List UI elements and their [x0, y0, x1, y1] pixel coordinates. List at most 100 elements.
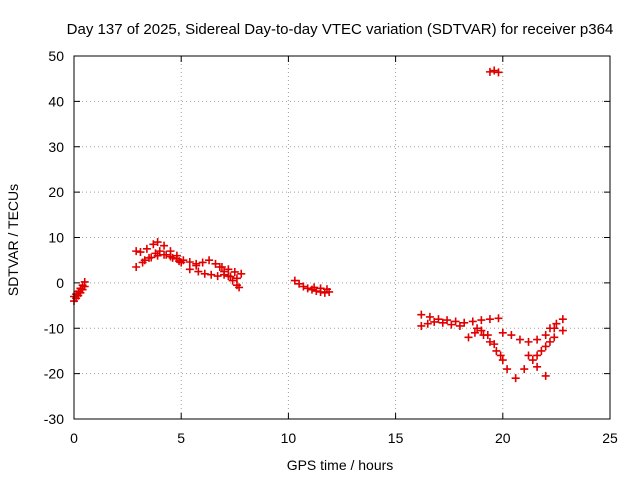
data-point [228, 276, 237, 285]
y-tick-label: 0 [56, 275, 64, 291]
series-track-t [485, 66, 503, 77]
data-point [299, 282, 308, 291]
data-point [477, 316, 486, 325]
data-point [490, 340, 499, 349]
series-track-q [524, 351, 550, 380]
data-point [550, 333, 559, 342]
data-point [235, 283, 244, 292]
data-point [224, 272, 233, 281]
x-tick-label: 5 [177, 430, 185, 446]
data-point [430, 317, 439, 326]
data-point [295, 279, 304, 288]
y-tick-label: -30 [44, 411, 64, 427]
data-point [485, 337, 494, 346]
data-point [533, 351, 542, 360]
data-point [473, 324, 482, 333]
data-point [205, 256, 214, 265]
data-point [528, 356, 537, 365]
data-point [303, 284, 312, 293]
data-point [447, 320, 456, 329]
y-axis-label: SDTVAR / TECUs [5, 184, 21, 296]
data-point [490, 66, 499, 75]
data-point [132, 247, 141, 256]
data-point [200, 269, 209, 278]
series-track-h [215, 262, 244, 292]
data-point [149, 240, 158, 249]
data-point [537, 346, 546, 355]
data-point [533, 335, 542, 344]
data-point [558, 315, 567, 324]
data-point [136, 248, 145, 257]
data-point [485, 67, 494, 76]
y-tick-label: 30 [48, 139, 64, 155]
data-point [160, 241, 169, 250]
data-point [494, 314, 503, 323]
data-point [479, 331, 488, 340]
chart-title: Day 137 of 2025, Sidereal Day-to-day VTE… [67, 21, 614, 38]
data-point [417, 321, 426, 330]
data-point [185, 265, 194, 274]
x-tick-label: 15 [388, 430, 404, 446]
series-track-r [533, 326, 567, 360]
x-tick-label: 25 [602, 430, 618, 446]
data-point [545, 324, 554, 333]
data-point [230, 267, 239, 276]
data-point [451, 317, 460, 326]
data-point [524, 351, 533, 360]
data-point [503, 365, 512, 374]
data-point [558, 326, 567, 335]
data-point [520, 365, 529, 374]
data-point [552, 319, 561, 328]
data-point [541, 371, 550, 380]
data-point [545, 337, 554, 346]
data-point [423, 319, 432, 328]
data-point [434, 315, 443, 324]
data-point [498, 356, 507, 365]
series-track-d [132, 238, 181, 260]
data-point [498, 328, 507, 337]
data-point [215, 262, 224, 271]
data-point [194, 267, 203, 276]
data-point [460, 318, 469, 327]
y-tick-label: -20 [44, 366, 64, 382]
series-track-k [417, 310, 503, 327]
data-point [140, 256, 149, 265]
data-point [322, 285, 331, 294]
data-point [142, 244, 151, 253]
series-track-p [511, 337, 554, 383]
data-point [147, 253, 156, 262]
data-point [464, 333, 473, 342]
data-point [470, 328, 479, 337]
data-point [492, 346, 501, 355]
y-tick-label: 40 [48, 93, 64, 109]
x-tick-labels: 0 5 10 15 20 25 [70, 430, 618, 446]
data-point [417, 310, 426, 319]
x-tick-label: 20 [495, 430, 511, 446]
grid-lines [74, 56, 610, 419]
x-tick-label: 0 [70, 430, 78, 446]
data-point [494, 68, 503, 77]
data-point [310, 283, 319, 292]
data-point [533, 362, 542, 371]
data-point [541, 331, 550, 340]
data-point [443, 316, 452, 325]
data-point [316, 284, 325, 293]
series-track-s [545, 315, 567, 333]
data-point [477, 326, 486, 335]
y-tick-label: 50 [48, 48, 64, 64]
data-point [290, 276, 299, 285]
data-point [507, 331, 516, 340]
data-point [207, 270, 216, 279]
series-track-f [185, 256, 246, 278]
data-point [198, 258, 207, 267]
data-point [496, 351, 505, 360]
y-tick-label: 10 [48, 230, 64, 246]
data-point [224, 265, 233, 274]
series-track-m [464, 326, 512, 374]
data-point [192, 261, 201, 270]
data-point [541, 342, 550, 351]
data-point [438, 318, 447, 327]
data-point [185, 258, 194, 267]
data-point [232, 274, 241, 283]
